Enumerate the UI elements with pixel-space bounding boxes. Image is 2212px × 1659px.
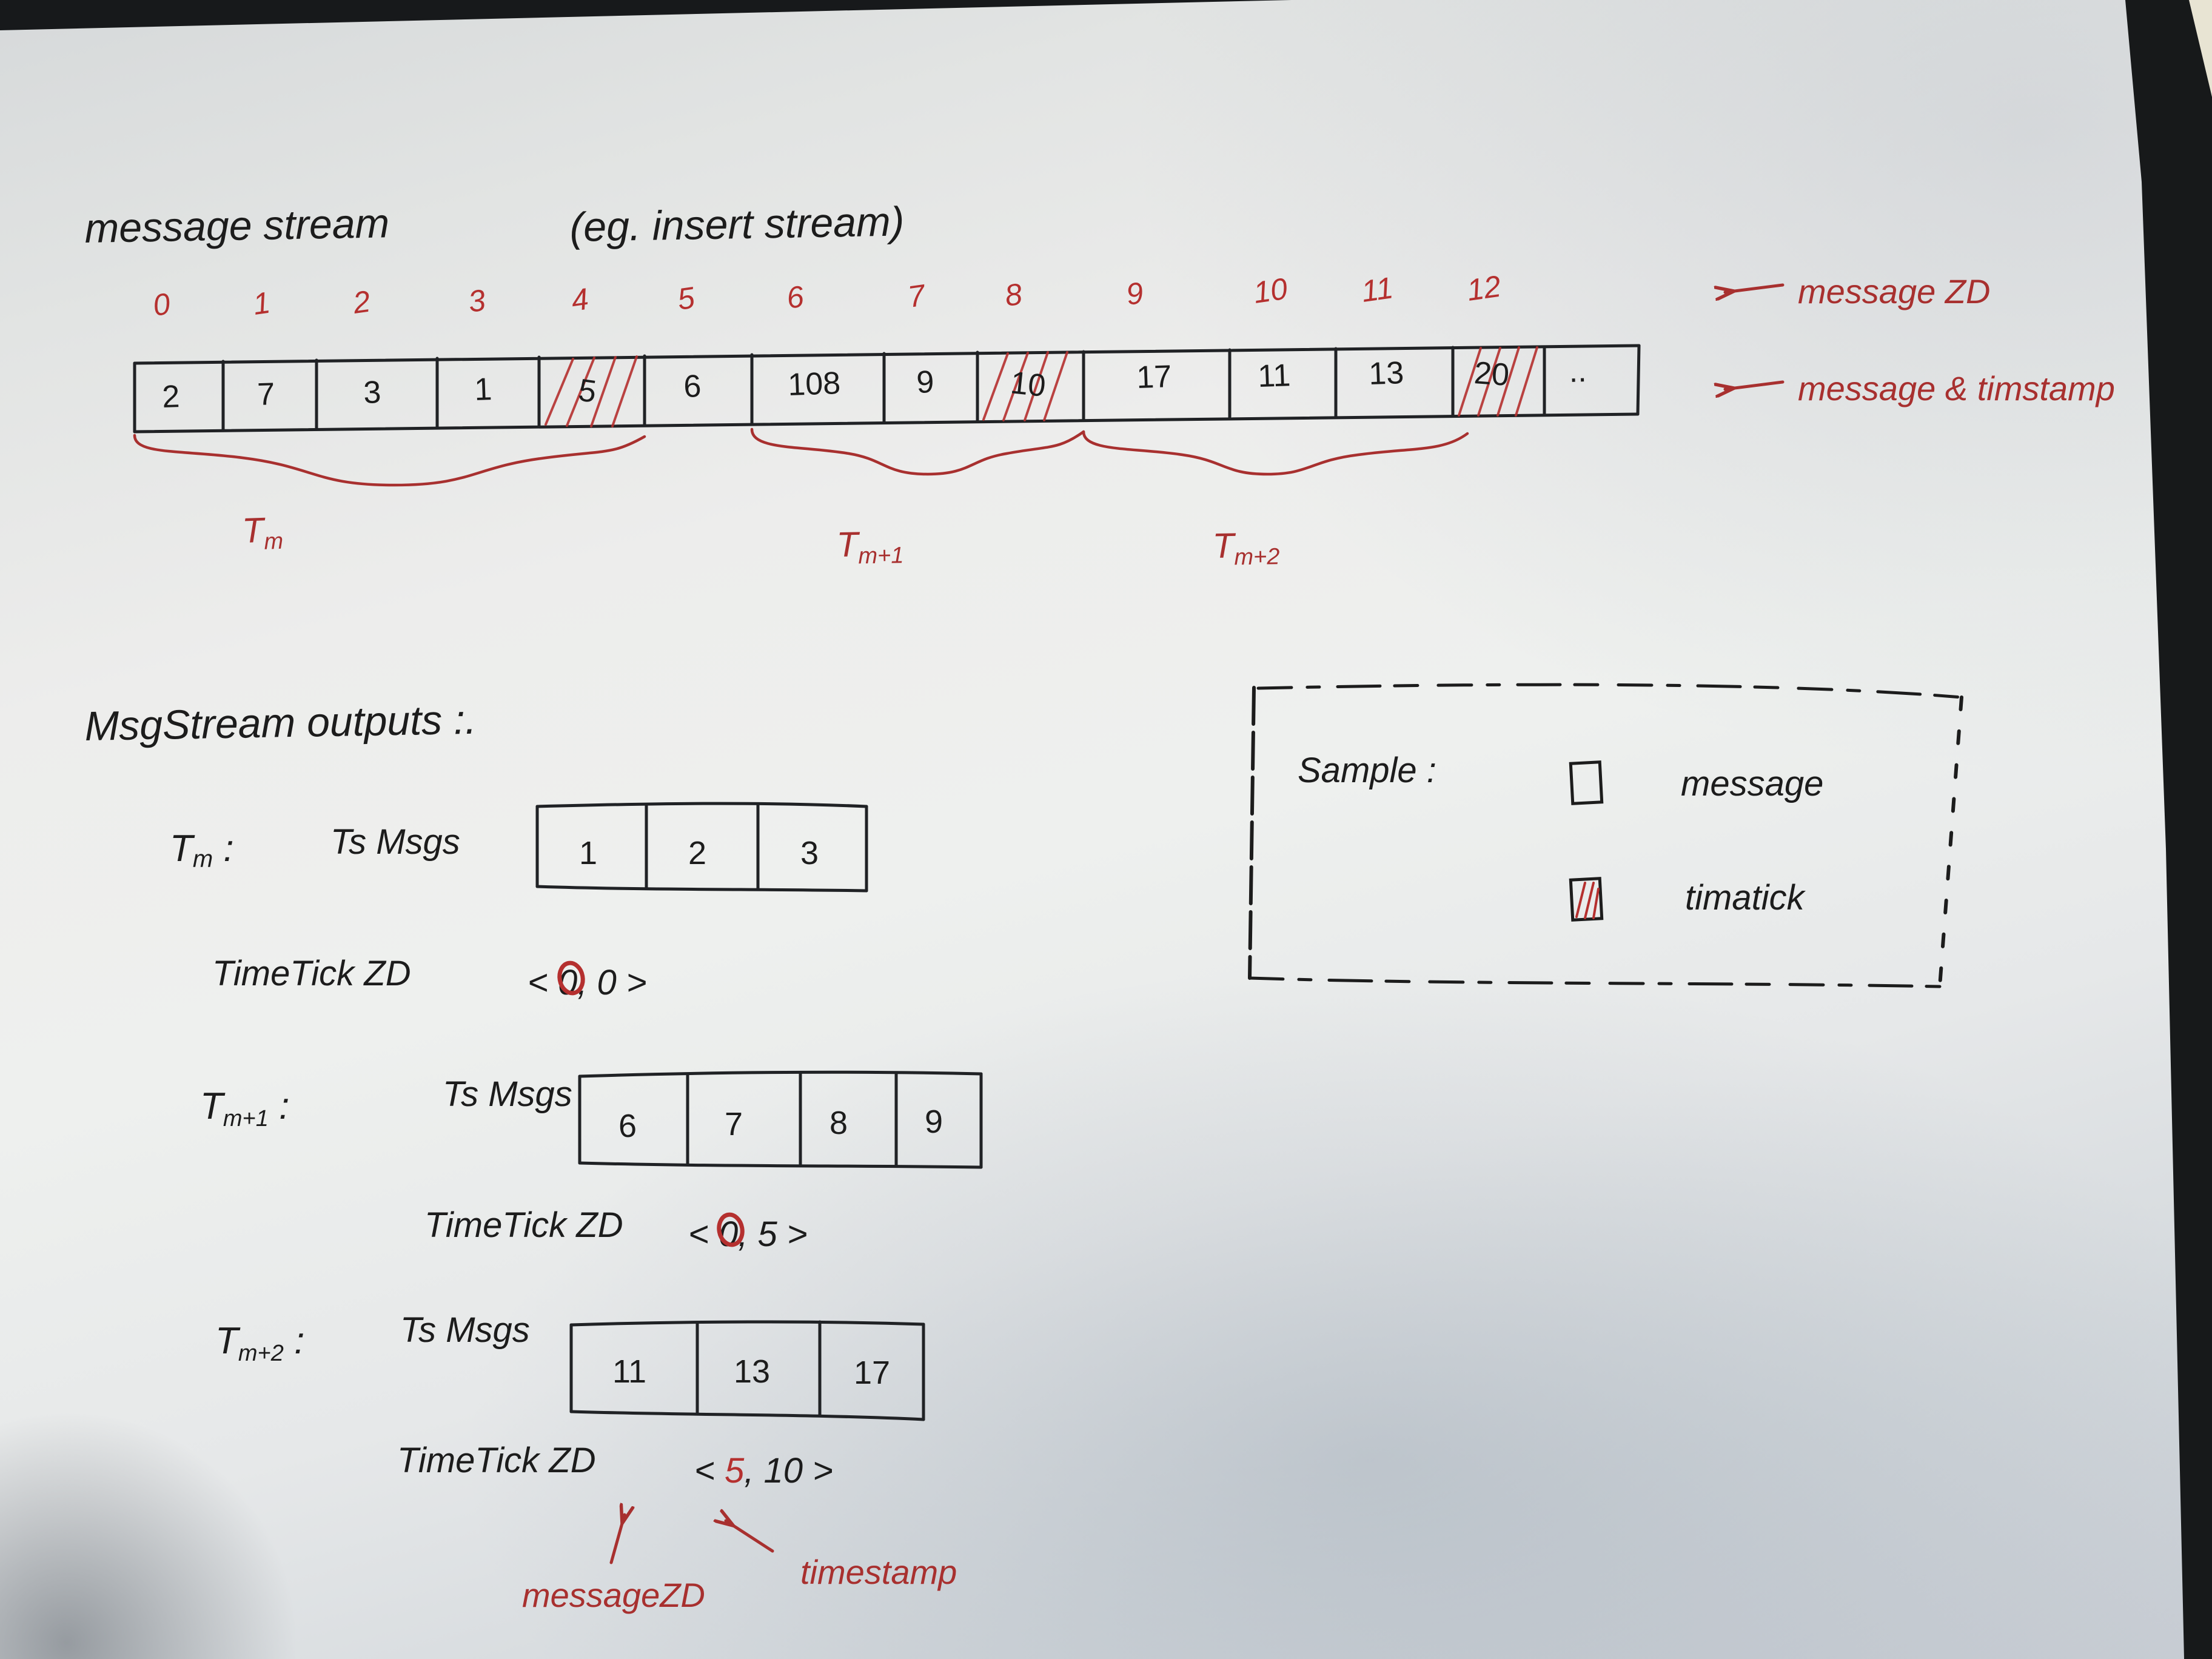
svg-text:Sample :: Sample : bbox=[1298, 751, 1436, 790]
svg-text:11: 11 bbox=[1359, 270, 1395, 309]
svg-text:Tm: Tm bbox=[241, 510, 284, 555]
svg-text:message stream: message stream bbox=[84, 200, 390, 252]
svg-text:message & timstamp: message & timstamp bbox=[1798, 369, 2115, 407]
svg-text:MsgStream outputs :.: MsgStream outputs :. bbox=[84, 697, 477, 749]
svg-text:5: 5 bbox=[576, 372, 598, 409]
svg-text:1: 1 bbox=[579, 835, 597, 871]
svg-text:8: 8 bbox=[830, 1105, 848, 1141]
svg-text:2: 2 bbox=[161, 379, 180, 415]
svg-text:message: message bbox=[1681, 764, 1823, 803]
svg-text:< 0, 0 >: < 0, 0 > bbox=[528, 963, 647, 1002]
svg-text:2: 2 bbox=[688, 835, 706, 871]
svg-text:TimeTick ZD: TimeTick ZD bbox=[397, 1441, 596, 1480]
svg-text:Tm+1: Tm+1 bbox=[836, 524, 904, 569]
svg-text:7: 7 bbox=[906, 278, 929, 314]
svg-text:13: 13 bbox=[734, 1353, 770, 1390]
svg-text:7: 7 bbox=[725, 1106, 743, 1142]
svg-text:17: 17 bbox=[854, 1355, 890, 1391]
svg-text:5: 5 bbox=[675, 281, 697, 317]
svg-text:108: 108 bbox=[787, 366, 841, 403]
svg-text:Ts Msgs: Ts Msgs bbox=[443, 1074, 572, 1114]
svg-text:9: 9 bbox=[1124, 276, 1145, 312]
svg-text:12: 12 bbox=[1465, 269, 1503, 307]
svg-text:< 0, 5 >: < 0, 5 > bbox=[688, 1215, 808, 1254]
svg-text:3: 3 bbox=[466, 283, 488, 319]
svg-text:TimeTick ZD: TimeTick ZD bbox=[212, 954, 411, 993]
svg-text:Ts Msgs: Ts Msgs bbox=[400, 1310, 530, 1350]
svg-text:1: 1 bbox=[474, 372, 492, 407]
svg-text:10: 10 bbox=[1252, 272, 1290, 310]
svg-text:messageZD: messageZD bbox=[522, 1576, 705, 1614]
svg-text:17: 17 bbox=[1136, 359, 1172, 395]
svg-text:2: 2 bbox=[350, 284, 373, 320]
svg-text:3: 3 bbox=[363, 375, 381, 411]
svg-text:timatick: timatick bbox=[1685, 878, 1806, 917]
svg-text:10: 10 bbox=[1009, 365, 1048, 404]
svg-text:6: 6 bbox=[618, 1108, 637, 1144]
svg-text:20: 20 bbox=[1473, 355, 1510, 393]
svg-text:(eg. insert stream): (eg. insert stream) bbox=[569, 198, 905, 250]
svg-text:7: 7 bbox=[256, 377, 275, 412]
svg-text:TimeTick ZD: TimeTick ZD bbox=[424, 1205, 623, 1245]
svg-text:6: 6 bbox=[683, 369, 702, 404]
svg-text:timestamp: timestamp bbox=[800, 1553, 957, 1591]
svg-text:11: 11 bbox=[1257, 358, 1291, 394]
svg-text:9: 9 bbox=[925, 1104, 943, 1140]
svg-text:..: .. bbox=[1568, 354, 1587, 389]
svg-text:message ZD: message ZD bbox=[1798, 272, 1990, 310]
svg-text:Ts Msgs: Ts Msgs bbox=[330, 822, 460, 862]
svg-text:6: 6 bbox=[785, 280, 806, 315]
svg-text:11: 11 bbox=[612, 1353, 646, 1390]
svg-text:0: 0 bbox=[151, 287, 173, 323]
svg-text:3: 3 bbox=[800, 835, 819, 871]
svg-text:1: 1 bbox=[251, 286, 272, 321]
svg-text:Tm :: Tm : bbox=[170, 828, 234, 873]
svg-text:8: 8 bbox=[1003, 277, 1025, 313]
svg-text:4: 4 bbox=[569, 282, 591, 318]
svg-text:13: 13 bbox=[1368, 355, 1404, 392]
svg-text:9: 9 bbox=[916, 364, 934, 400]
svg-text:Tm+2 :: Tm+2 : bbox=[215, 1320, 304, 1366]
svg-text:< 5, 10 >: < 5, 10 > bbox=[694, 1451, 833, 1490]
svg-text:Tm+2: Tm+2 bbox=[1212, 525, 1280, 571]
svg-text:Tm+1 :: Tm+1 : bbox=[200, 1085, 289, 1131]
